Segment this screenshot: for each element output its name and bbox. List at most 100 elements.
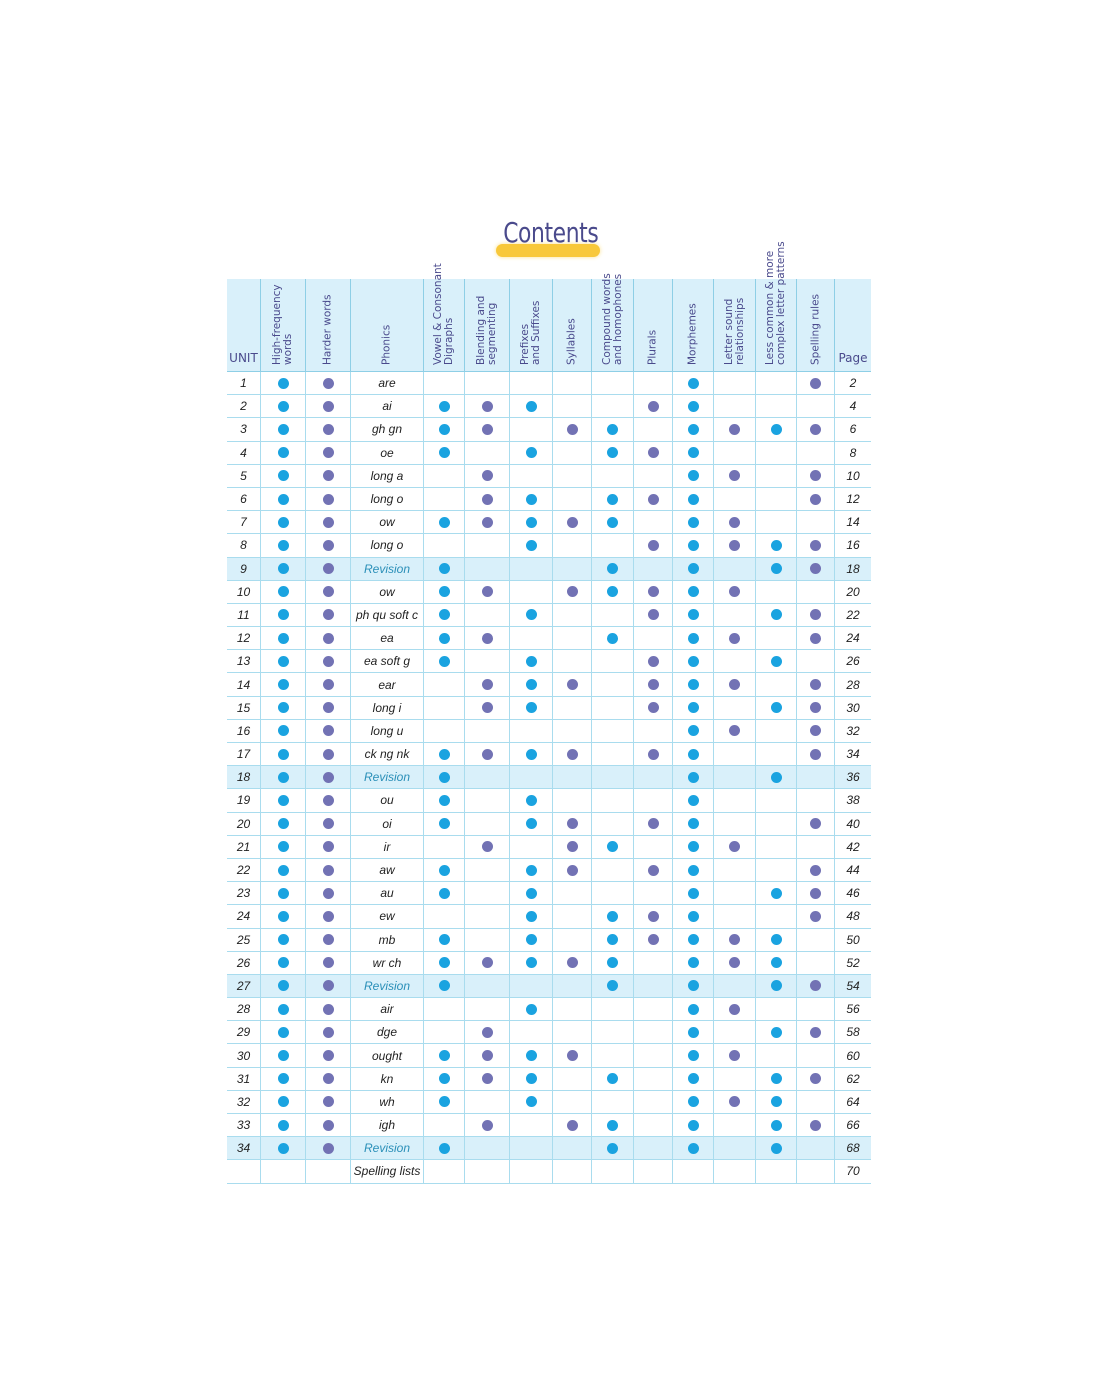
cell-letter-sound-relationships xyxy=(714,882,756,905)
cell-phonics: ear xyxy=(351,673,424,696)
cell-syllables xyxy=(553,766,592,789)
blue-dot-icon xyxy=(438,957,450,969)
cell-less-common-patterns xyxy=(756,882,797,905)
header-harder-words: Harder words xyxy=(306,279,351,371)
purple-dot-icon xyxy=(647,748,659,760)
cell-prefixes-suffixes xyxy=(510,395,553,418)
cell-vowel-consonant-digraphs xyxy=(424,812,465,835)
cell-vowel-consonant-digraphs xyxy=(424,464,465,487)
cell-harder-words xyxy=(306,511,351,534)
cell-harder-words xyxy=(306,1021,351,1044)
cell-prefixes-suffixes xyxy=(510,1114,553,1137)
cell-syllables xyxy=(553,511,592,534)
blue-dot-icon xyxy=(438,655,450,667)
cell-compound-words-homophones xyxy=(592,789,634,812)
blue-dot-icon xyxy=(770,563,782,575)
cell-harder-words xyxy=(306,1114,351,1137)
cell-blending-segmenting xyxy=(465,580,510,603)
blue-dot-icon xyxy=(770,423,782,435)
blue-dot-icon xyxy=(687,423,699,435)
purple-dot-icon xyxy=(322,957,334,969)
cell-letter-sound-relationships xyxy=(714,441,756,464)
cell-harder-words xyxy=(306,372,351,395)
cell-letter-sound-relationships xyxy=(714,372,756,395)
cell-spelling-rules xyxy=(797,951,835,974)
cell-less-common-patterns xyxy=(756,974,797,998)
cell-less-common-patterns xyxy=(756,1114,797,1137)
cell-harder-words xyxy=(306,719,351,742)
cell-syllables xyxy=(553,974,592,998)
cell-high-frequency-words xyxy=(261,998,306,1021)
blue-dot-icon xyxy=(687,957,699,969)
cell-blending-segmenting xyxy=(465,858,510,882)
cell-vowel-consonant-digraphs xyxy=(424,511,465,534)
purple-dot-icon xyxy=(322,980,334,992)
cell-high-frequency-words xyxy=(261,627,306,650)
cell-vowel-consonant-digraphs xyxy=(424,974,465,998)
table-row: 34 Revision 68 xyxy=(227,1137,871,1161)
purple-dot-icon xyxy=(481,748,493,760)
cell-page: 26 xyxy=(846,654,860,669)
cell-plurals xyxy=(634,395,673,418)
blue-dot-icon xyxy=(607,1119,618,1131)
blue-dot-icon xyxy=(770,957,782,969)
purple-dot-icon xyxy=(481,516,493,528)
table-row: 12 ea 24 xyxy=(227,627,871,651)
cell-harder-words xyxy=(306,974,351,998)
table-row: 5 long a 10 xyxy=(227,464,871,488)
cell-compound-words-homophones xyxy=(592,1114,634,1137)
cell-compound-words-homophones xyxy=(592,905,634,928)
cell-unit: 23 xyxy=(227,882,261,905)
table-row: 21 ir 42 xyxy=(227,835,871,859)
cell-high-frequency-words xyxy=(261,905,306,928)
cell-prefixes-suffixes xyxy=(510,534,553,557)
cell-high-frequency-words xyxy=(261,534,306,557)
cell-vowel-consonant-digraphs xyxy=(424,928,465,951)
blue-dot-icon xyxy=(438,632,450,644)
blue-dot-icon xyxy=(277,1003,289,1015)
cell-harder-words xyxy=(306,557,351,580)
cell-unit: 27 xyxy=(227,974,261,998)
purple-dot-icon xyxy=(810,609,821,621)
purple-dot-icon xyxy=(322,794,334,806)
blue-dot-icon xyxy=(770,1096,782,1108)
cell-morphemes xyxy=(673,789,714,812)
cell-vowel-consonant-digraphs xyxy=(424,557,465,580)
cell-compound-words-homophones xyxy=(592,511,634,534)
contents-heading: Contents xyxy=(490,214,610,262)
cell-phonics: ew xyxy=(351,905,424,928)
cell-vowel-consonant-digraphs xyxy=(424,580,465,603)
blue-dot-icon xyxy=(438,609,450,621)
cell-plurals xyxy=(634,998,673,1021)
cell-spelling-rules xyxy=(797,580,835,603)
cell-compound-words-homophones xyxy=(592,998,634,1021)
purple-dot-icon xyxy=(810,563,821,575)
table-row: 18 Revision 36 xyxy=(227,766,871,790)
cell-prefixes-suffixes xyxy=(510,766,553,789)
blue-dot-icon xyxy=(770,980,782,992)
cell-less-common-patterns xyxy=(756,1160,797,1183)
cell-morphemes xyxy=(673,719,714,742)
cell-unit: 10 xyxy=(227,580,261,603)
cell-less-common-patterns xyxy=(756,998,797,1021)
cell-unit: 34 xyxy=(227,1137,261,1160)
header-high-frequency-words: High-frequency words xyxy=(261,279,306,371)
cell-compound-words-homophones xyxy=(592,1021,634,1044)
blue-dot-icon xyxy=(277,794,289,806)
cell-spelling-rules xyxy=(797,928,835,951)
cell-plurals xyxy=(634,511,673,534)
cell-high-frequency-words xyxy=(261,1021,306,1044)
cell-letter-sound-relationships xyxy=(714,998,756,1021)
cell-morphemes xyxy=(673,580,714,603)
cell-syllables xyxy=(553,743,592,766)
cell-blending-segmenting xyxy=(465,766,510,789)
cell-morphemes xyxy=(673,974,714,998)
blue-dot-icon xyxy=(277,563,289,575)
purple-dot-icon xyxy=(322,748,334,760)
cell-compound-words-homophones xyxy=(592,1067,634,1090)
cell-page: 10 xyxy=(846,468,860,483)
blue-dot-icon xyxy=(687,516,699,528)
cell-syllables xyxy=(553,1114,592,1137)
blue-dot-icon xyxy=(687,539,699,551)
cell-prefixes-suffixes xyxy=(510,464,553,487)
